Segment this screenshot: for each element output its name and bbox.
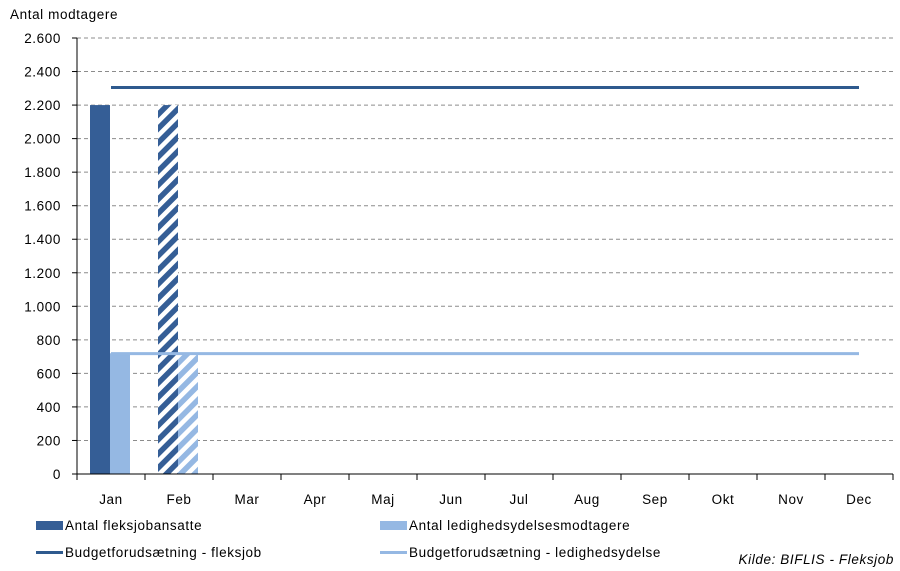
x-tick-label: Maj [371, 492, 395, 507]
reference-lines [111, 85, 859, 356]
y-tick-label: 400 [37, 400, 61, 415]
y-axis: 0 200 400 600 800 1.000 1.200 1.400 1.600 1.800 2.… [24, 31, 78, 482]
x-tick-label: Apr [304, 492, 327, 507]
x-tick-label: Feb [166, 492, 191, 507]
y-tick-label: 2.000 [24, 132, 61, 147]
bar [158, 105, 178, 475]
x-tick-label: Dec [846, 492, 872, 507]
x-tick-label: Sep [642, 492, 668, 507]
y-tick-label: 1.800 [24, 165, 61, 180]
x-tick-label: Okt [712, 492, 735, 507]
legend-item-fleksjobansatte: Antal fleksjobansatte [36, 518, 202, 533]
y-tick-label: 2.400 [24, 65, 61, 80]
x-tick-label: Nov [778, 492, 804, 507]
legend-item-budget-ledighedsydelse: Budgetforudsætning - ledighedsydelse [380, 545, 661, 560]
gridlines [77, 37, 893, 441]
x-tick-label: Aug [574, 492, 600, 507]
x-tick-label: Jun [439, 492, 463, 507]
y-tick-label: 1.400 [24, 232, 61, 247]
bar [110, 353, 130, 474]
source-note: Kilde: BIFLIS - Fleksjob [738, 552, 894, 567]
x-tick-label: Jul [509, 492, 528, 507]
legend-swatch-budget-fleksjob [36, 551, 63, 554]
legend-item-budget-fleksjob: Budgetforudsætning - fleksjob [36, 545, 262, 560]
y-tick-label: 0 [53, 467, 61, 482]
legend-label: Budgetforudsætning - ledighedsydelse [409, 545, 662, 560]
y-tick-label: 2.200 [24, 98, 61, 113]
legend-swatch-ledighedsydelse [380, 521, 407, 530]
y-tick-label: 1.200 [24, 266, 61, 281]
y-axis-title: Antal modtagere [10, 7, 119, 22]
x-tick-label: Jan [99, 492, 123, 507]
legend-item-ledighedsydelse: Antal ledighedsydelsesmodtagere [380, 518, 630, 533]
legend-swatch-budget-ledighedsydelse [380, 551, 407, 554]
legend-label: Antal ledighedsydelsesmodtagere [409, 518, 631, 533]
x-axis: Jan Feb Mar Apr Maj Jun Jul Aug Sep Okt Nov Dec [76, 473, 894, 507]
bars [90, 105, 198, 475]
y-tick-label: 200 [37, 433, 61, 448]
y-tick-label: 2.600 [24, 31, 61, 46]
bar [178, 353, 198, 474]
legend-label: Budgetforudsætning - fleksjob [65, 545, 262, 560]
legend-swatch-fleksjobansatte [36, 521, 63, 530]
y-tick-label: 1.600 [24, 199, 61, 214]
y-tick-label: 600 [37, 366, 61, 381]
x-tick-label: Mar [234, 492, 259, 507]
y-tick-label: 800 [37, 333, 61, 348]
legend-label: Antal fleksjobansatte [65, 518, 203, 533]
y-tick-label: 1.000 [24, 299, 61, 314]
bar [90, 105, 110, 475]
